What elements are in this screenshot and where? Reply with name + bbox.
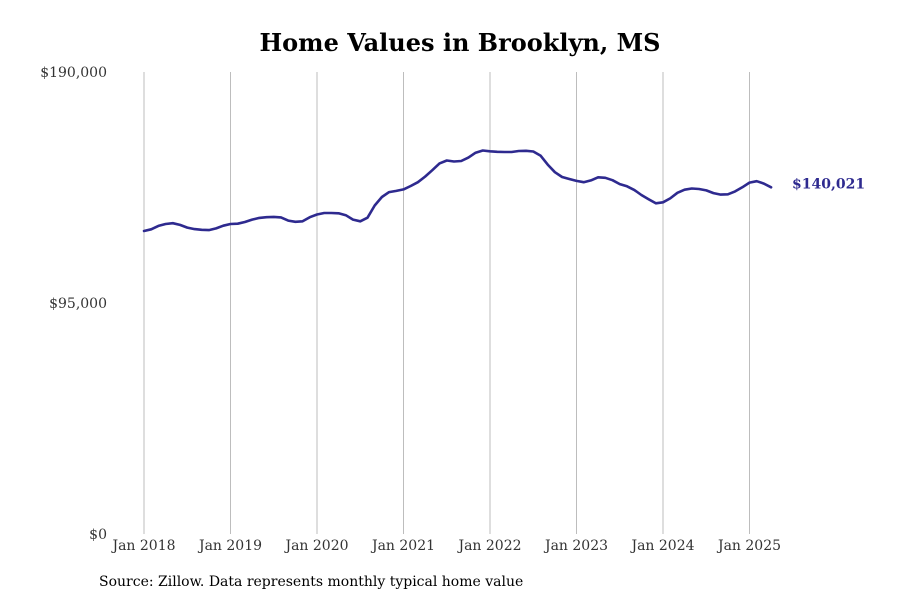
last-value-label: $140,021	[792, 176, 865, 192]
y-tick-label: $190,000	[40, 65, 107, 81]
x-tick-label: Jan 2025	[716, 538, 781, 554]
x-tick-label: Jan 2021	[370, 538, 435, 554]
home-value-series-line	[142, 149, 773, 233]
y-tick-label: $0	[89, 527, 107, 543]
x-tick-label: Jan 2024	[629, 538, 694, 554]
x-axis-tick-labels: Jan 2018 Jan 2019 Jan 2020 Jan 2021 Jan 2022…	[110, 538, 781, 554]
chart-title: Home Values in Brooklyn, MS	[259, 28, 661, 57]
source-note: Source: Zillow. Data represents monthly …	[99, 574, 524, 590]
x-tick-label: Jan 2023	[543, 538, 608, 554]
y-axis-tick-labels: $0 $95,000 $190,000	[40, 65, 107, 543]
x-tick-label: Jan 2020	[283, 538, 348, 554]
y-tick-label: $95,000	[49, 296, 107, 312]
x-tick-label: Jan 2022	[456, 538, 521, 554]
x-tick-label: Jan 2019	[197, 538, 262, 554]
x-tick-label: Jan 2018	[110, 538, 175, 554]
vertical-gridlines	[143, 72, 750, 534]
